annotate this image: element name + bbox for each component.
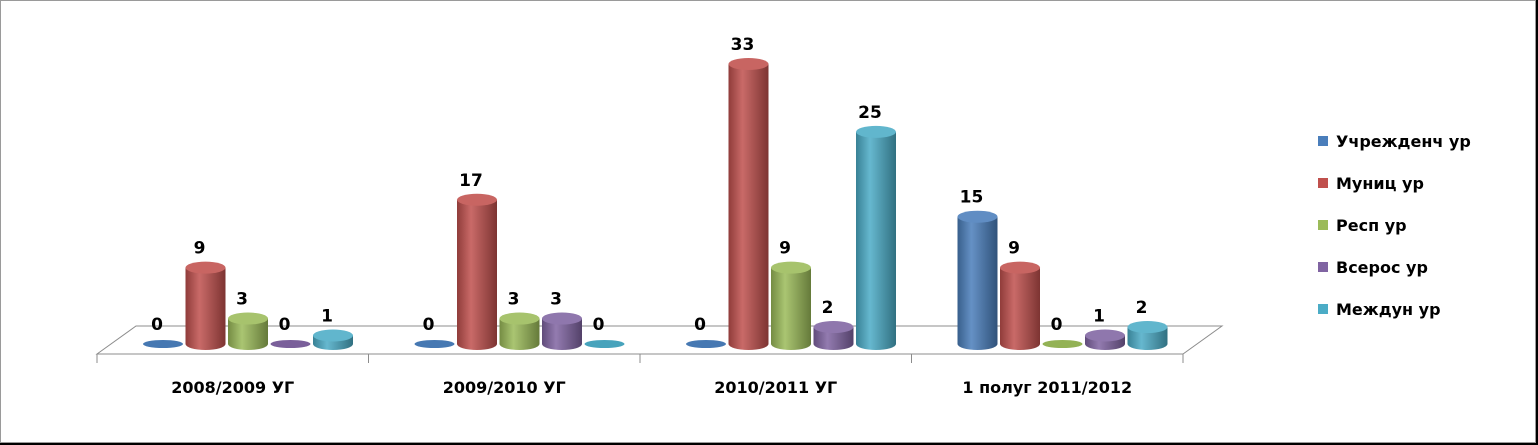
- data-label: 1: [1093, 307, 1105, 327]
- bar: [143, 340, 183, 348]
- data-label: 2: [1136, 298, 1148, 318]
- bar: [542, 312, 582, 350]
- bar: [270, 340, 311, 348]
- bar-top: [542, 312, 582, 325]
- bar-top: [813, 321, 854, 334]
- x-tick-label: 2008/2009 УГ: [171, 378, 294, 397]
- data-label: 9: [1008, 239, 1020, 259]
- bar: [728, 58, 769, 350]
- bar: [856, 125, 896, 350]
- bar-body: [957, 216, 998, 350]
- bar-body: [228, 318, 268, 350]
- data-label: 9: [194, 239, 206, 259]
- bar: [1127, 321, 1168, 350]
- bar-body: [185, 267, 226, 350]
- data-label: 0: [279, 315, 291, 335]
- legend-swatch: [1318, 220, 1328, 230]
- data-label: 33: [731, 35, 755, 55]
- bar-body: [499, 318, 540, 350]
- bar-top: [856, 125, 896, 138]
- data-label: 3: [236, 290, 248, 310]
- bar: [414, 340, 455, 348]
- x-tick-label: 2009/2010 УГ: [443, 378, 566, 397]
- bar: [584, 340, 625, 348]
- bar: [813, 321, 854, 350]
- data-label: 15: [960, 188, 984, 208]
- chart-bars: [143, 58, 1168, 350]
- legend-item: Муниц ур: [1318, 174, 1424, 193]
- bar-top: [1127, 321, 1168, 334]
- x-tick-label: 1 полуг 2011/2012: [962, 378, 1132, 397]
- legend-item: Учрежденч ур: [1318, 132, 1471, 151]
- legend-item: Всерос ур: [1318, 258, 1428, 277]
- bar-body: [813, 327, 854, 350]
- bar: [771, 261, 811, 350]
- bar-top: [228, 312, 268, 325]
- bar: [185, 261, 226, 350]
- bar-body: [542, 318, 582, 350]
- bar-body: [771, 267, 811, 350]
- bar: [957, 210, 998, 350]
- legend-label: Муниц ур: [1336, 174, 1424, 193]
- data-label: 9: [779, 239, 791, 259]
- bar-top: [185, 261, 226, 274]
- bar-top: [414, 340, 455, 348]
- chart-x-axis: 2008/2009 УГ 2009/2010 УГ 2010/2011 УГ 1 по…: [96, 353, 1184, 397]
- legend-label: Всерос ур: [1336, 258, 1428, 277]
- data-label: 0: [151, 315, 163, 335]
- bar-top: [957, 210, 998, 223]
- bar-top: [457, 193, 497, 206]
- bar-top: [270, 340, 311, 348]
- data-label: 1: [321, 307, 333, 327]
- bar-top: [313, 329, 353, 342]
- bar: [1042, 340, 1083, 348]
- bar: [457, 193, 497, 350]
- bar: [1000, 261, 1040, 350]
- bar-top: [1085, 329, 1125, 342]
- legend-item: Междун ур: [1318, 300, 1441, 319]
- legend-swatch: [1318, 136, 1328, 146]
- data-label: 0: [423, 315, 435, 335]
- bar: [313, 329, 353, 350]
- data-label: 3: [550, 290, 562, 310]
- data-label: 2: [822, 298, 834, 318]
- bar-top: [771, 261, 811, 274]
- legend-label: Респ ур: [1336, 216, 1407, 235]
- bar-body: [1127, 327, 1168, 350]
- legend-swatch: [1318, 262, 1328, 272]
- legend-label: Учрежденч ур: [1336, 132, 1471, 151]
- legend-item: Респ ур: [1318, 216, 1407, 235]
- legend-label: Междун ур: [1336, 300, 1441, 319]
- data-label: 0: [694, 315, 706, 335]
- bar: [228, 312, 268, 350]
- chart-legend: Учрежденч ур Муниц ур Респ ур Всерос ур Межд…: [1318, 132, 1471, 319]
- bar: [1085, 329, 1125, 350]
- data-label: 3: [508, 290, 520, 310]
- bar-body: [856, 131, 896, 350]
- data-label: 0: [1051, 315, 1063, 335]
- bar-body: [728, 64, 769, 350]
- legend-swatch: [1318, 304, 1328, 314]
- bar-top: [1042, 340, 1083, 348]
- bar-body: [457, 199, 497, 350]
- bar-top: [584, 340, 625, 348]
- x-tick-label: 2010/2011 УГ: [714, 378, 837, 397]
- bar: [686, 340, 726, 348]
- data-label: 17: [459, 171, 483, 191]
- bar: [499, 312, 540, 350]
- bar-body: [1000, 267, 1040, 350]
- data-label: 0: [593, 315, 605, 335]
- bar-top: [143, 340, 183, 348]
- bar-top: [499, 312, 540, 325]
- data-label: 25: [858, 103, 882, 123]
- bar-top: [1000, 261, 1040, 274]
- legend-swatch: [1318, 178, 1328, 188]
- bar-top: [728, 58, 769, 70]
- bar-top: [686, 340, 726, 348]
